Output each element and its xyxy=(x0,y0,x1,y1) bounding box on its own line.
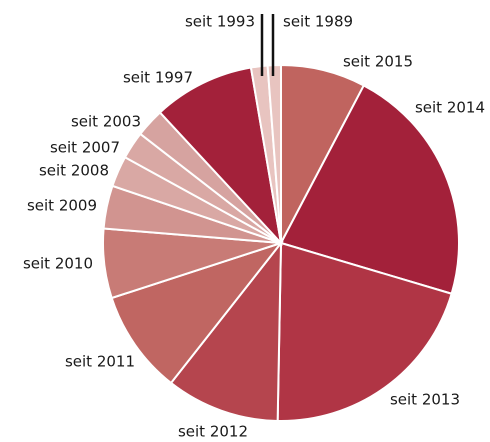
slice-label: seit 2010 xyxy=(23,255,93,273)
pie-slice xyxy=(110,241,284,385)
slice-label: seit 2009 xyxy=(27,197,97,215)
pie-slice xyxy=(158,66,283,247)
slice-label: seit 2015 xyxy=(343,53,413,71)
slice-label: seit 2007 xyxy=(50,139,120,157)
slice-label: seit 1993 xyxy=(185,13,255,31)
slice-label: seit 2013 xyxy=(390,391,460,409)
slice-label: seit 2012 xyxy=(178,423,248,441)
pie-slice xyxy=(279,84,460,295)
slice-label: seit 1989 xyxy=(283,13,353,31)
slice-label: seit 2003 xyxy=(71,113,141,131)
pie-slice xyxy=(276,241,453,422)
pie-slice xyxy=(266,63,282,244)
slice-label: seit 1997 xyxy=(123,69,193,87)
slice-label: seit 2011 xyxy=(65,353,135,371)
slice-label: seit 2014 xyxy=(415,99,485,117)
slice-label: seit 2008 xyxy=(39,162,109,180)
pie-slice xyxy=(169,240,283,422)
